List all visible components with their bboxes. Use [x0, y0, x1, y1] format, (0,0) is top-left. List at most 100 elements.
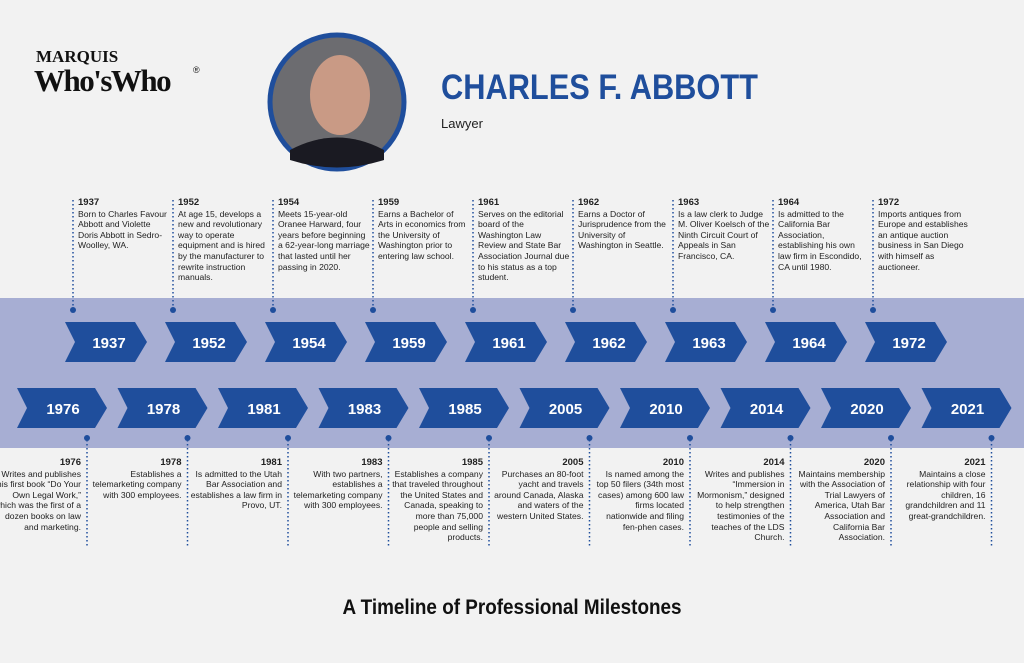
- milestone: 2021 Maintains a close relationship with …: [894, 457, 986, 522]
- connector-dot: [687, 435, 693, 441]
- milestone: 1983 With two partners, establishes a tel…: [291, 457, 383, 511]
- connector-dot: [285, 435, 291, 441]
- arrow-year: 1961: [492, 335, 525, 352]
- connector-dot: [770, 307, 776, 313]
- logo-top: MARQUIS: [36, 47, 118, 66]
- arrow-year: 1952: [192, 335, 225, 352]
- milestone-year: 1964: [778, 197, 800, 208]
- milestone: 1964 Is admitted to the California Bar As…: [778, 197, 870, 272]
- connector-dot: [870, 307, 876, 313]
- milestone-text: Meets 15-year-old Oranee Harward, four y…: [278, 208, 370, 272]
- milestone-text: Serves on the editorial board of the Was…: [478, 208, 570, 283]
- logo-mark: ®: [193, 65, 200, 75]
- milestone-year: 1963: [678, 197, 700, 208]
- year-arrow: [465, 322, 547, 362]
- arrow-year: 1976: [46, 401, 79, 418]
- milestone-year: 2010: [662, 457, 684, 468]
- milestone: 1963 Is a law clerk to Judge M. Oliver Ko…: [678, 197, 770, 262]
- milestone: 1959 Earns a Bachelor of Arts in economic…: [378, 197, 470, 262]
- arrow-year: 1963: [692, 335, 725, 352]
- year-arrow: [117, 388, 208, 428]
- milestone: 1972 Imports antiques from Europe and est…: [878, 197, 970, 272]
- milestone-text: Establishes a telemarketing company with…: [92, 468, 182, 500]
- logo-bottom: Who'sWho: [34, 63, 171, 98]
- arrow-year: 1981: [247, 401, 280, 418]
- person-title: Lawyer: [441, 116, 484, 131]
- year-arrow: [821, 388, 911, 428]
- milestone-text: At age 15, develops a new and revolution…: [178, 208, 265, 283]
- year-arrow: [218, 388, 308, 428]
- arrow-year: 1983: [348, 401, 381, 418]
- arrow-year: 1972: [892, 335, 925, 352]
- milestone-text: With two partners, establishes a telemar…: [293, 468, 383, 511]
- milestone-text: Writes and publishes his first book “Do …: [0, 468, 81, 532]
- arrow-year: 1954: [292, 335, 326, 352]
- year-arrow: [365, 322, 447, 362]
- portrait-suit: [290, 137, 384, 168]
- footer-title: A Timeline of Professional Milestones: [342, 596, 681, 619]
- connector-dot: [586, 435, 593, 441]
- milestone-text: Born to Charles Favour Abbott and Violet…: [78, 208, 167, 251]
- connector-dot: [70, 307, 76, 313]
- year-arrow: [165, 322, 247, 362]
- milestone-year: 1962: [578, 197, 600, 208]
- milestone-year: 1981: [260, 457, 282, 468]
- year-arrow: [65, 322, 147, 362]
- year-arrow: [519, 388, 610, 428]
- year-arrow: [765, 322, 847, 362]
- milestone-text: Is a law clerk to Judge M. Oliver Koelsc…: [678, 208, 770, 261]
- milestone-year: 2021: [964, 457, 986, 468]
- milestone-text: Establishes a company that traveled thro…: [392, 468, 483, 543]
- milestone-year: 2005: [562, 457, 584, 468]
- portrait-face: [310, 55, 370, 135]
- milestone: 2005 Purchases an 80-foot yacht and trave…: [492, 457, 584, 522]
- year-arrow: [419, 388, 509, 428]
- arrow-year: 1964: [792, 335, 826, 352]
- connector-dot: [670, 307, 676, 313]
- arrow-year: 1962: [592, 335, 625, 352]
- milestone: 1954 Meets 15-year-old Oranee Harward, fo…: [278, 197, 370, 272]
- milestone-year: 1976: [59, 457, 81, 468]
- arrow-year: 2005: [549, 401, 582, 418]
- milestone-year: 1972: [878, 197, 900, 208]
- arrow-year: 1978: [147, 401, 180, 418]
- arrow-year: 1959: [392, 335, 425, 352]
- connector-dot: [370, 307, 376, 313]
- connector-dot: [988, 435, 995, 441]
- year-arrow: [565, 322, 647, 362]
- milestone-year: 1952: [178, 197, 200, 208]
- milestone-year: 2014: [763, 457, 785, 468]
- milestone-year: 1954: [278, 197, 300, 208]
- year-arrow: [665, 322, 747, 362]
- milestone: 2020 Maintains membership with the Associ…: [793, 457, 885, 543]
- year-arrow: [865, 322, 947, 362]
- connector-dot: [385, 435, 392, 441]
- arrow-year: 1985: [448, 401, 481, 418]
- milestone: 1952 At age 15, develops a new and revolu…: [178, 197, 270, 283]
- milestone-text: Earns a Bachelor of Arts in economics fr…: [378, 208, 466, 261]
- year-arrow: [921, 388, 1012, 428]
- milestone: 1985 Establishes a company that traveled …: [391, 457, 483, 543]
- milestone-text: Maintains membership with the Associatio…: [798, 468, 885, 543]
- connector-dot: [184, 435, 191, 441]
- milestone-text: Maintains a close relationship with four…: [905, 468, 986, 521]
- arrow-year: 2020: [850, 401, 883, 418]
- year-arrow: [620, 388, 710, 428]
- connector-dot: [888, 435, 894, 441]
- milestone: 1978 Establishes a telemarketing company …: [90, 457, 182, 500]
- milestone-year: 1985: [461, 457, 483, 468]
- milestone: 1981 Is admitted to the Utah Bar Associat…: [190, 457, 282, 511]
- milestone: 2014 Writes and publishes “Immersion in M…: [693, 457, 785, 543]
- milestone-text: Is named among the top 50 filers (34th m…: [596, 468, 684, 532]
- milestone-year: 1937: [78, 197, 100, 208]
- arrow-year: 2014: [750, 401, 784, 418]
- milestone: 1976 Writes and publishes his first book …: [0, 457, 81, 532]
- year-arrow: [17, 388, 107, 428]
- person-name: CHARLES F. ABBOTT: [441, 67, 758, 106]
- connector-dot: [84, 435, 90, 441]
- year-arrow: [720, 388, 811, 428]
- year-arrow: [265, 322, 347, 362]
- connector-dot: [570, 307, 576, 313]
